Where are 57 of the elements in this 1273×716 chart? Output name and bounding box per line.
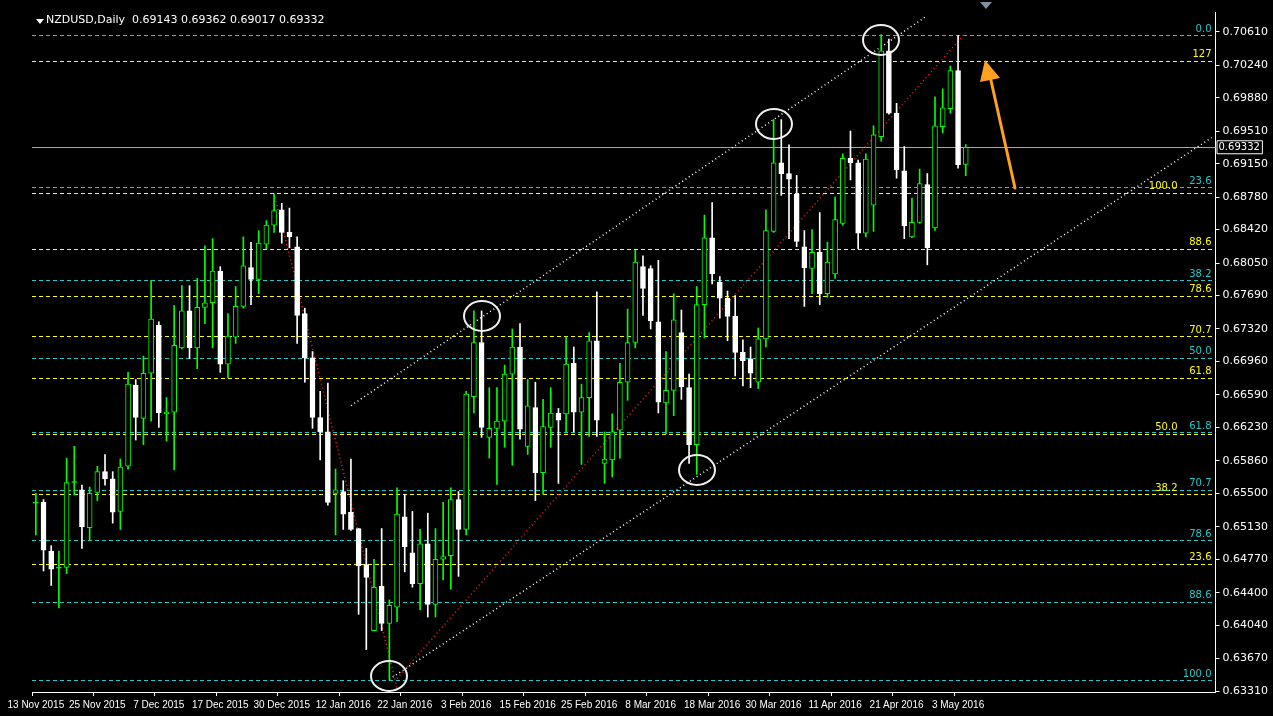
chart-title: NZDUSD,Daily 0.69143 0.69362 0.69017 0.69332 (46, 13, 325, 27)
annotation: 0.0 (1195, 23, 1212, 35)
y-tick-label: 0.70240 (1222, 58, 1269, 72)
annotation: 38.2 (1189, 267, 1212, 279)
annotation: 50.0 (1155, 421, 1178, 433)
x-tick-label: 30 Mar 2016 (745, 698, 803, 710)
annotation: 88.6 (1189, 589, 1212, 601)
x-tick-label: 25 Feb 2016 (561, 698, 618, 710)
annotation: 127 (1192, 48, 1212, 60)
x-tick-label: 13 Nov 2015 (7, 698, 65, 710)
annotation: 23.6 (1189, 174, 1212, 186)
annotation: 78.6 (1189, 527, 1212, 539)
y-tick-label: 0.69150 (1222, 156, 1269, 170)
y-tick-label: 0.69510 (1222, 124, 1269, 138)
y-tick-label: 0.66960 (1222, 354, 1269, 368)
annotation: 100.0 (1182, 667, 1212, 679)
y-tick-label: 0.67320 (1222, 321, 1269, 335)
annotation: 70.7 (1189, 323, 1212, 335)
y-tick-label: 0.68780 (1222, 189, 1269, 203)
y-tick-label: 0.63310 (1222, 683, 1269, 697)
annotation: 100.0 (1148, 180, 1178, 192)
y-tick-label: 0.66590 (1222, 387, 1269, 401)
x-tick-label: 18 Mar 2016 (684, 698, 741, 710)
annotation: 78.6 (1189, 283, 1212, 295)
x-tick-label: 15 Feb 2016 (499, 698, 557, 710)
y-tick-label: 0.65130 (1222, 519, 1269, 533)
annotation: 70.7 (1189, 477, 1212, 489)
x-tick-label: 3 Feb 2016 (440, 698, 492, 710)
y-tick-label: 0.63670 (1222, 651, 1269, 665)
y-tick-label: 0.64770 (1222, 552, 1269, 566)
y-tick-label: 0.64040 (1222, 618, 1269, 632)
x-tick-label: 25 Nov 2015 (68, 698, 127, 710)
x-tick-label: 30 Dec 2015 (253, 698, 311, 710)
annotation: 61.8 (1189, 419, 1212, 431)
annotation: 50.0 (1189, 345, 1212, 357)
y-tick-label: 0.65500 (1222, 486, 1269, 500)
x-tick-label: 3 May 2016 (931, 698, 985, 710)
y-tick-label: 0.70610 (1222, 24, 1269, 38)
x-tick-label: 12 Jan 2016 (315, 698, 372, 710)
annotation: 23.6 (1189, 551, 1212, 563)
x-tick-label: 7 Dec 2015 (133, 698, 185, 710)
x-tick-label: 17 Dec 2015 (191, 698, 250, 710)
annotation: 38.2 (1155, 481, 1178, 493)
y-tick-label: 0.68050 (1222, 255, 1269, 269)
y-tick-label: 0.65860 (1222, 453, 1269, 467)
y-tick-label: 0.66230 (1222, 420, 1269, 434)
y-tick-label: 0.64400 (1222, 585, 1269, 599)
x-tick-label: 11 Apr 2016 (808, 698, 863, 710)
x-tick-label: 8 Mar 2016 (625, 698, 677, 710)
y-tick-label: 0.69880 (1222, 90, 1269, 104)
x-tick-label: 22 Jan 2016 (377, 698, 433, 710)
x-tick-label: 21 Apr 2016 (869, 698, 924, 710)
annotation: 61.8 (1189, 365, 1212, 377)
annotation: 88.6 (1189, 236, 1212, 248)
ref-line-label: 0.69332 (1218, 140, 1260, 152)
y-tick-label: 0.67690 (1222, 288, 1269, 302)
y-tick-label: 0.68420 (1222, 222, 1269, 236)
